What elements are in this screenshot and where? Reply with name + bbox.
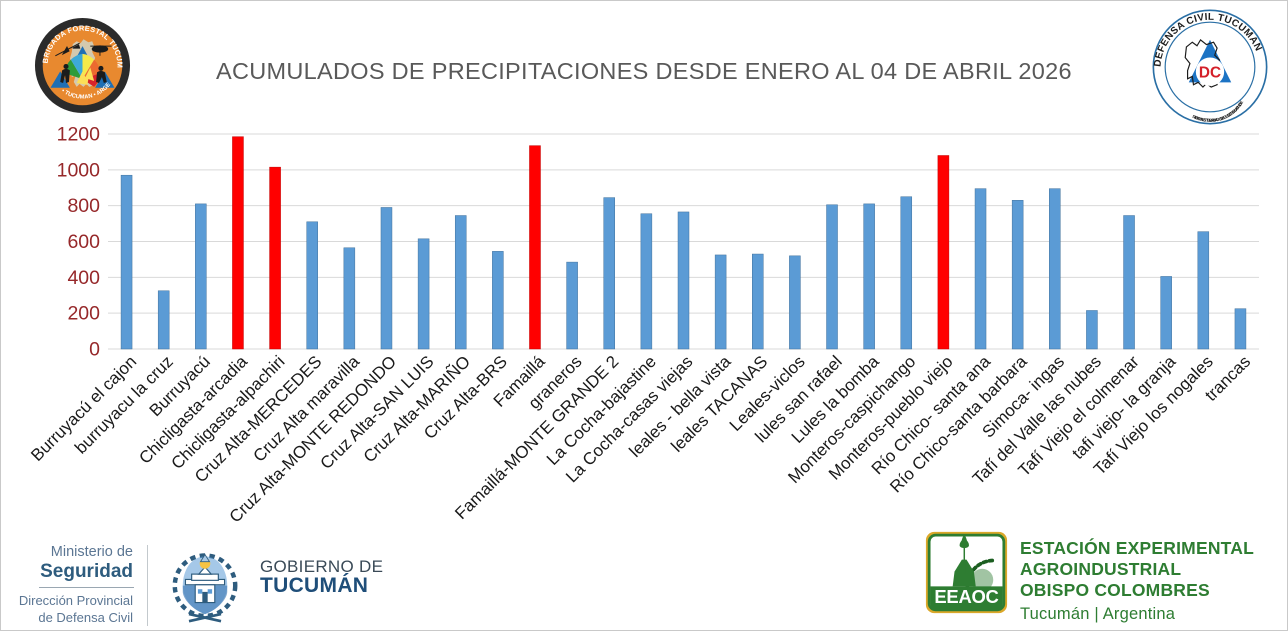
svg-text:EEAOC: EEAOC [934, 586, 998, 607]
svg-text:DC: DC [1199, 65, 1221, 82]
